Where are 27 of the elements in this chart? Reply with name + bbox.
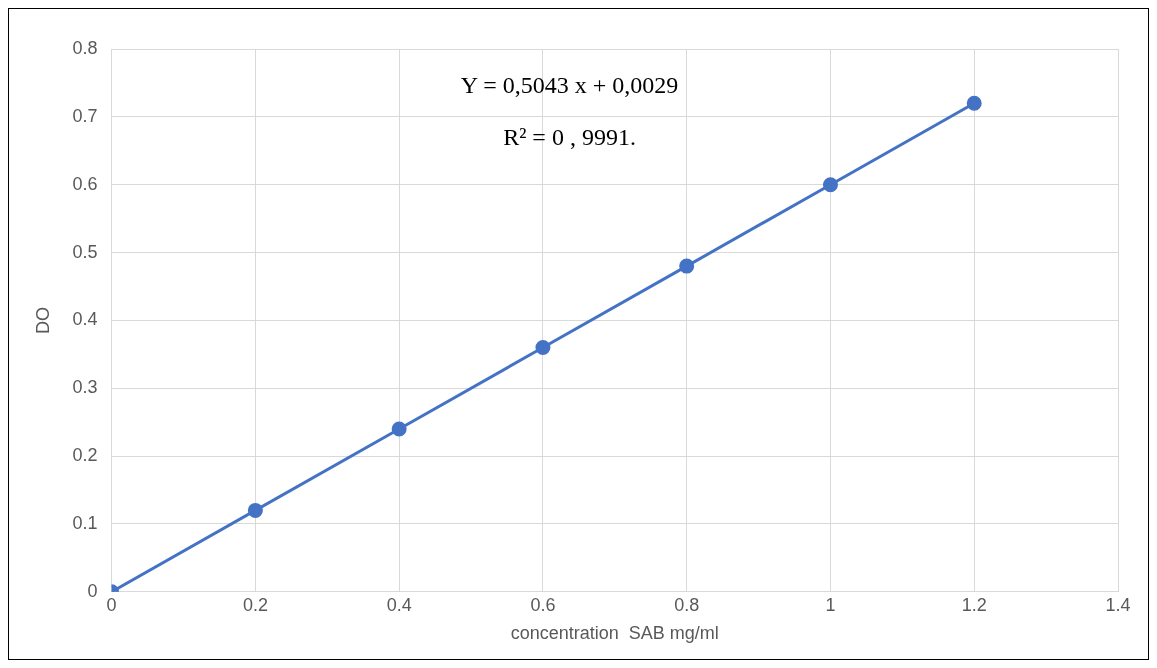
point [679, 258, 695, 274]
point [247, 502, 263, 518]
annotation: Y = 0,5043 x + 0,0029 [460, 72, 679, 99]
y-tick-label: 0.7 [72, 105, 98, 126]
y-tick-label: 0.1 [72, 512, 98, 533]
y-tick-label: 0.8 [72, 37, 98, 58]
annotation: R² = 0 , 9991. [503, 124, 636, 151]
x-tick-label: 0.6 [530, 594, 556, 615]
y-tick-label: 0.2 [72, 445, 98, 466]
x-tick-label: 0.2 [242, 594, 268, 615]
point [966, 95, 982, 111]
x-tick-label: 1.4 [1105, 594, 1131, 615]
y-tick-label: 0.6 [72, 173, 98, 194]
x-tick-label: 0.4 [386, 594, 412, 615]
y-tick-label: 0.3 [72, 377, 98, 398]
y-tick-label: 0.5 [72, 241, 98, 262]
x-tick-label: 0.8 [674, 594, 700, 615]
point [535, 340, 551, 356]
point [822, 177, 838, 193]
y-tick-label: 0.4 [72, 309, 98, 330]
x-tick-label: 0 [106, 594, 117, 615]
point [391, 421, 407, 437]
y-tick-label: 0 [87, 580, 98, 601]
x-tick-label: 1 [825, 594, 836, 615]
y-axis-title: DO [32, 306, 53, 334]
x-axis-title: concentration SAB mg/ml [510, 623, 719, 644]
x-tick-label: 1.2 [961, 594, 987, 615]
